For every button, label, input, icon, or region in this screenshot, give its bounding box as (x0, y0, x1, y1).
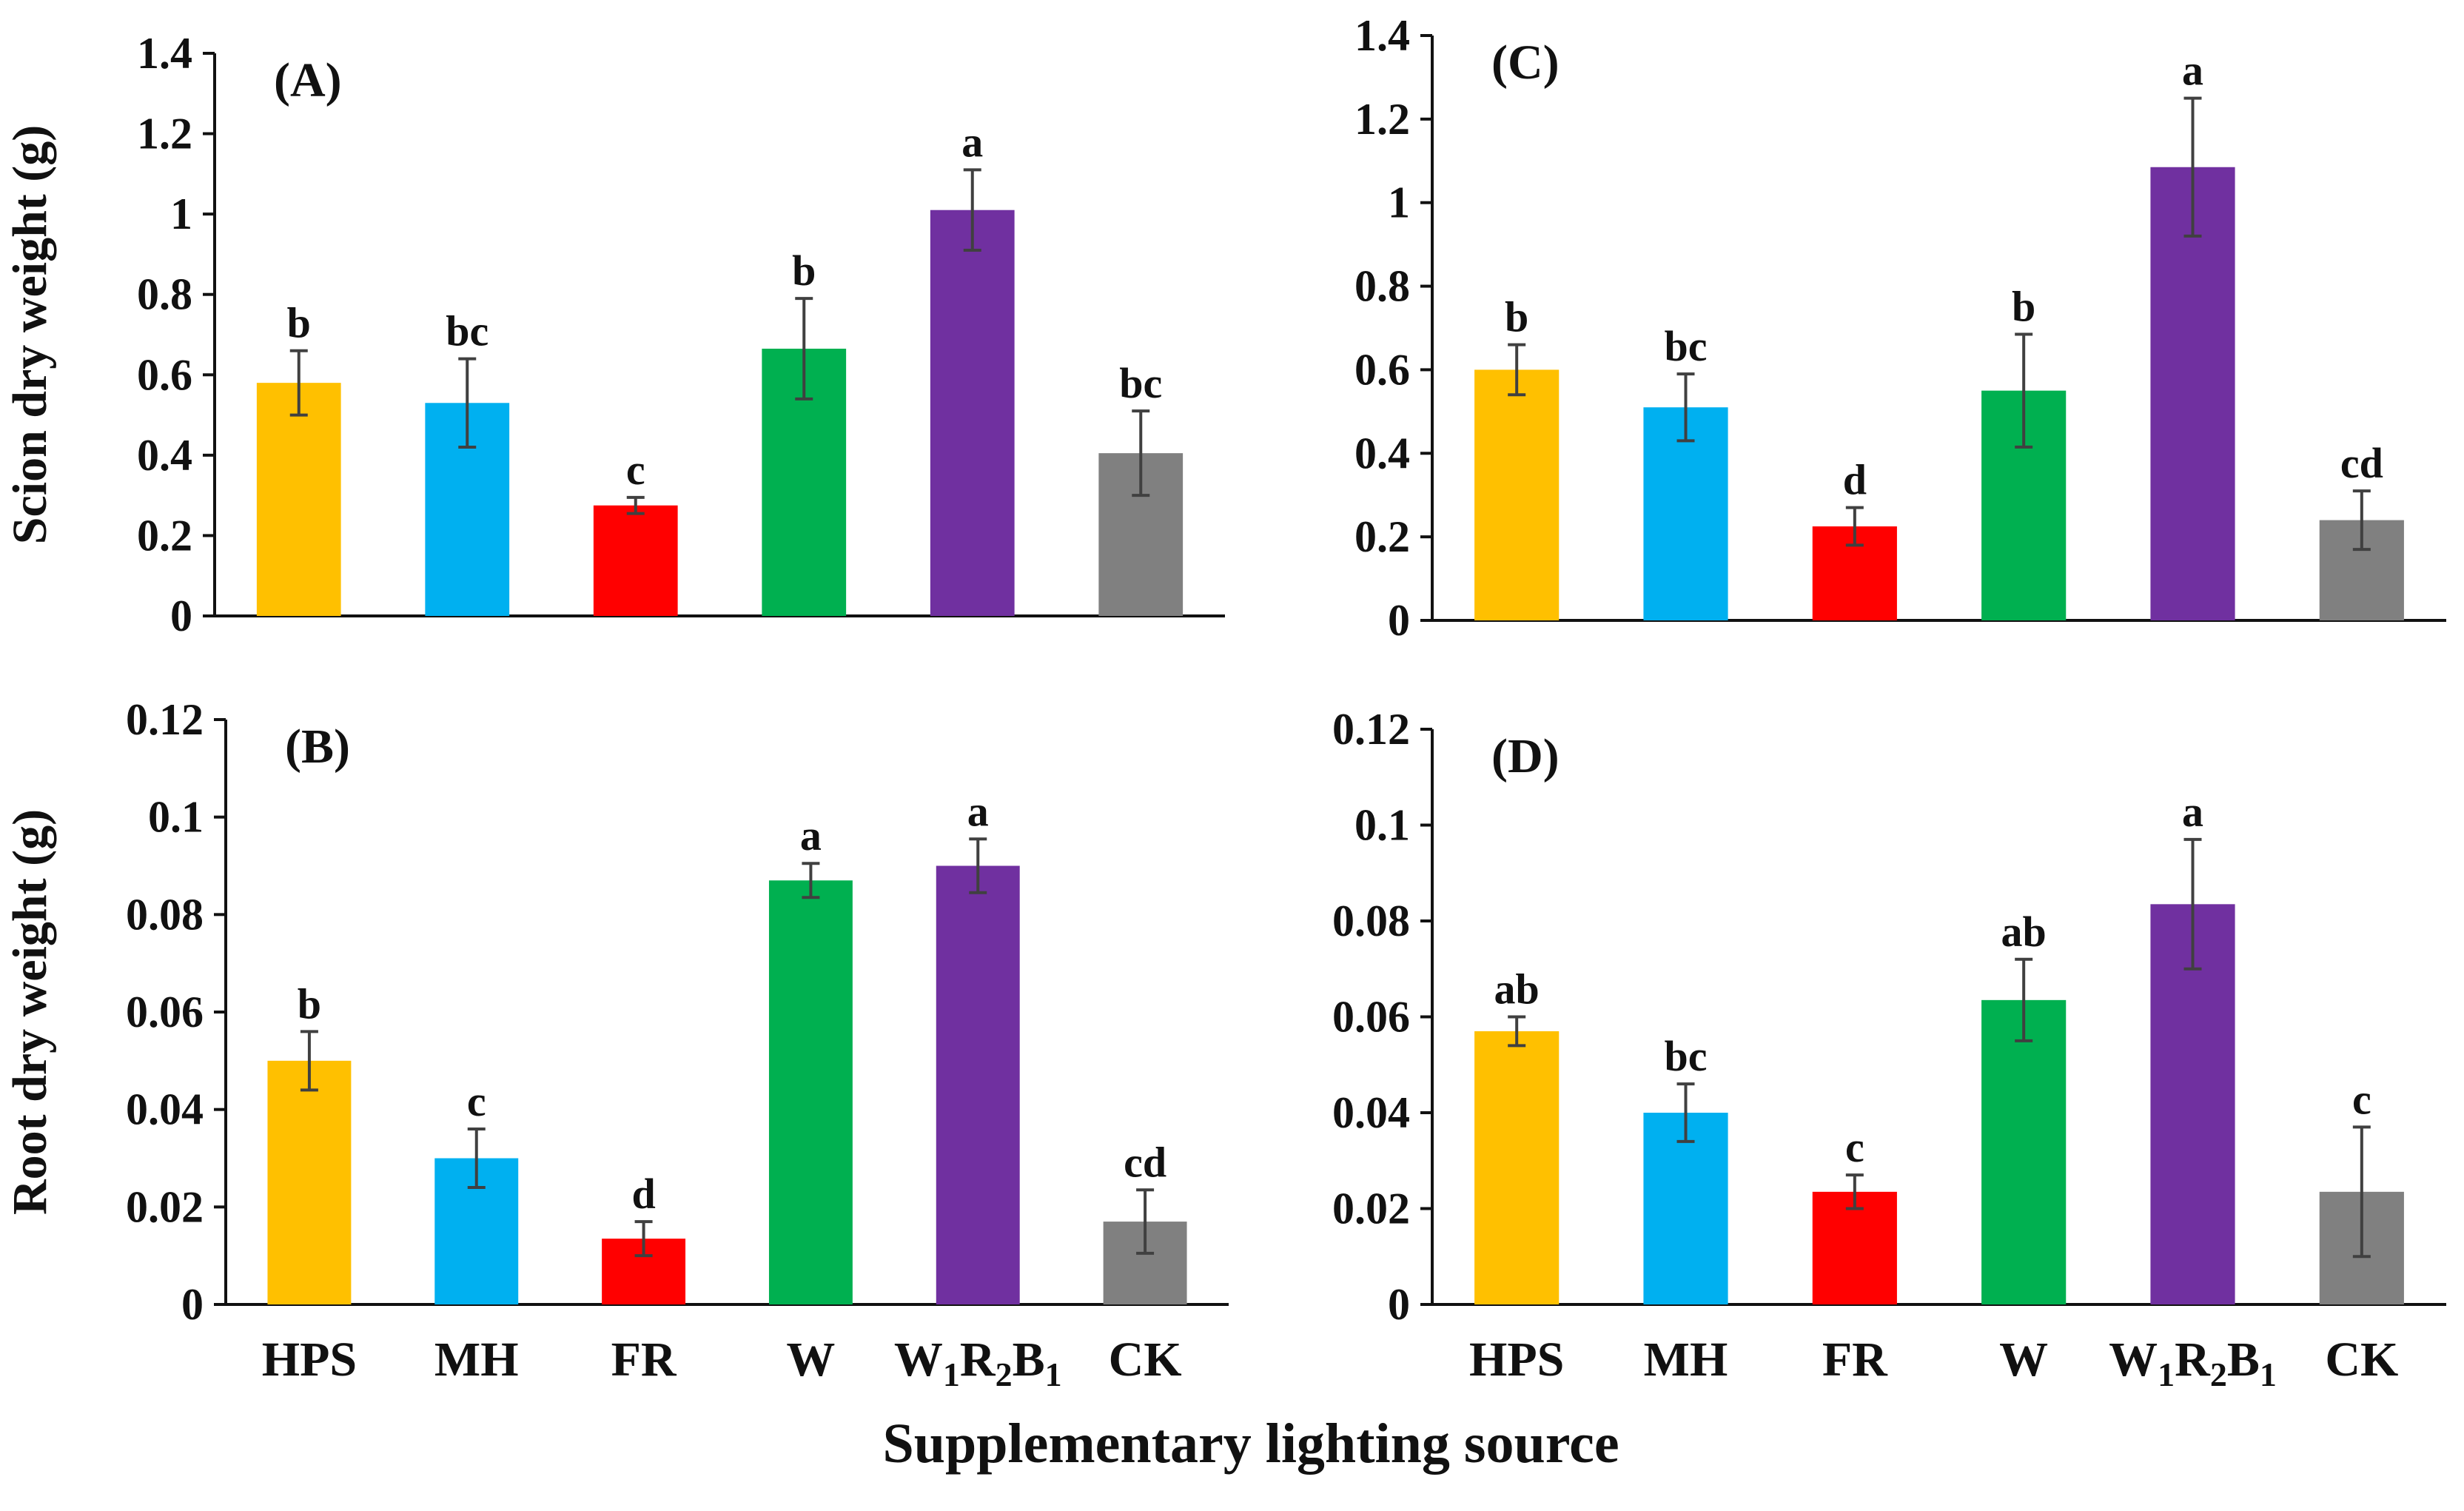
chart-panel-c: 0 0.2 0.4 0.6 0.8 1 1.2 1.4 b bc d b a cd (C) (1354, 11, 2446, 645)
significance-label: b (1505, 293, 1528, 341)
significance-label: b (298, 979, 321, 1028)
y-tick-label: 0.2 (137, 511, 192, 560)
y-axis-title: Scion dry weight (g) (3, 125, 57, 544)
significance-label: c (2352, 1075, 2371, 1123)
panel-label: (B) (285, 720, 350, 774)
bar (593, 505, 678, 616)
panel-label: (D) (1491, 729, 1560, 783)
chart-panel-b: 0 0.02 0.04 0.06 0.08 0.1 0.12 b HPS c MH d FR a Wa W1R… (3, 695, 1229, 1393)
y-tick-label: 0.6 (1354, 345, 1410, 394)
y-tick-label: 0.08 (1332, 897, 1410, 945)
significance-label: b (287, 299, 311, 347)
y-tick-label: 0.02 (1332, 1185, 1410, 1233)
x-tick-label: HPS (1469, 1333, 1564, 1387)
y-tick-label: 0.4 (137, 431, 192, 480)
significance-label: a (800, 811, 822, 860)
bar (930, 210, 1015, 616)
y-tick-label: 1 (1388, 178, 1410, 227)
significance-label: a (961, 118, 983, 166)
bar (267, 1060, 352, 1304)
y-tick-label: 0.8 (1354, 262, 1410, 311)
y-tick-label: 1 (170, 190, 192, 238)
y-tick-label: 0 (1388, 1280, 1410, 1329)
significance-label: c (467, 1077, 486, 1125)
significance-label: a (2182, 788, 2203, 836)
significance-label: ab (2001, 908, 2047, 956)
y-tick-label: 1.4 (137, 29, 192, 78)
y-tick-label: 0.08 (126, 890, 204, 939)
significance-label: ab (1494, 965, 1540, 1014)
panel-label: (C) (1491, 36, 1560, 90)
x-tick-label: W1R2B1 (2109, 1333, 2277, 1393)
significance-label: d (631, 1170, 655, 1218)
chart-panel-a: 0 0.2 0.4 0.6 0.8 1 1.2 1.4 b bc c b a bc (A) Scion dry… (3, 29, 1225, 640)
y-tick-label: 0.2 (1354, 512, 1410, 561)
significance-label: a (2182, 47, 2203, 95)
significance-label: c (1845, 1123, 1864, 1171)
bar (256, 383, 341, 616)
x-tick-label: MH (434, 1333, 519, 1387)
y-tick-label: 0 (170, 592, 192, 640)
y-tick-label: 0.1 (1354, 801, 1410, 850)
y-tick-label: 0.12 (126, 695, 204, 744)
significance-label: bc (1665, 1032, 1708, 1080)
y-tick-label: 0 (1388, 596, 1410, 645)
x-tick-label: FR (1822, 1333, 1888, 1387)
y-tick-label: 0.12 (1332, 705, 1410, 754)
bar (2150, 904, 2235, 1304)
y-tick-label: 0.1 (148, 793, 204, 842)
x-tick-label: CK (2325, 1333, 2398, 1387)
y-tick-label: 0.06 (126, 988, 204, 1036)
bar (768, 880, 853, 1304)
bar (936, 865, 1020, 1304)
bar (2150, 167, 2235, 620)
x-tick-label: W1R2B1 (894, 1333, 1062, 1393)
y-tick-label: 0.8 (137, 270, 192, 319)
x-tick-label: HPS (262, 1333, 357, 1387)
bar (1474, 1031, 1560, 1304)
bar (1981, 999, 2067, 1304)
y-tick-label: 0.04 (126, 1085, 204, 1134)
panel-label: (A) (274, 53, 342, 107)
y-tick-label: 0.4 (1354, 429, 1410, 478)
significance-label: bc (1119, 359, 1162, 407)
significance-label: bc (446, 307, 489, 355)
x-axis-title: Supplementary lighting source (882, 1413, 1619, 1475)
y-tick-label: 1.4 (1354, 11, 1410, 60)
significance-label: cd (1124, 1138, 1166, 1186)
y-tick-label: 0 (181, 1280, 204, 1329)
y-tick-label: 0.06 (1332, 993, 1410, 1042)
bar (1643, 407, 1728, 620)
significance-label: c (626, 446, 645, 494)
significance-label: b (2012, 282, 2035, 330)
bar (1643, 1113, 1728, 1304)
x-tick-label: W (1999, 1333, 2048, 1387)
x-tick-label: MH (1644, 1333, 1728, 1387)
x-tick-label: CK (1109, 1333, 1182, 1387)
significance-label: bc (1665, 322, 1708, 370)
significance-label: b (792, 247, 816, 295)
y-tick-label: 0.04 (1332, 1088, 1410, 1137)
y-axis-title: Root dry weight (g) (3, 809, 57, 1215)
significance-label: a (967, 787, 989, 835)
significance-label: d (1843, 456, 1867, 504)
chart-panel-d: 0 0.02 0.04 0.06 0.08 0.1 0.12 ab HPS bc MH c FR ab Wa… (1332, 705, 2446, 1393)
y-tick-label: 1.2 (1354, 95, 1410, 144)
x-tick-label: FR (611, 1333, 677, 1387)
bar (1474, 369, 1560, 620)
y-tick-label: 0.6 (137, 350, 192, 399)
bar (1812, 1191, 1897, 1304)
y-tick-label: 1.2 (137, 110, 192, 158)
x-tick-label: W (786, 1333, 835, 1387)
significance-label: cd (2340, 439, 2383, 487)
y-tick-label: 0.02 (126, 1182, 204, 1231)
